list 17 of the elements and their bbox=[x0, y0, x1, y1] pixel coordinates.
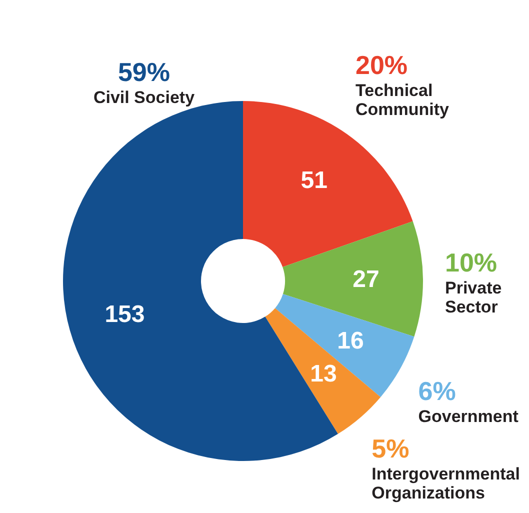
donut-slice bbox=[265, 308, 381, 434]
data-label: 27 bbox=[352, 266, 380, 294]
text: 20% bbox=[356, 50, 408, 80]
slice-label: Civil Society bbox=[93, 88, 196, 107]
slice-label: Intergovernmental Organizations bbox=[372, 464, 520, 502]
donut-slice bbox=[275, 294, 414, 398]
data-label: 153 bbox=[104, 301, 145, 328]
slice-label: Government bbox=[418, 407, 519, 426]
text: 59% bbox=[118, 57, 170, 87]
text: 6% bbox=[418, 376, 456, 406]
data-label: 16 bbox=[337, 327, 364, 354]
slice-label: Technical Community bbox=[356, 80, 450, 119]
text: 5% bbox=[372, 433, 410, 464]
text: 10% bbox=[444, 247, 498, 278]
slice-label: Private Sector bbox=[444, 278, 502, 316]
data-label: 13 bbox=[310, 360, 337, 388]
data-label: 51 bbox=[300, 167, 328, 194]
